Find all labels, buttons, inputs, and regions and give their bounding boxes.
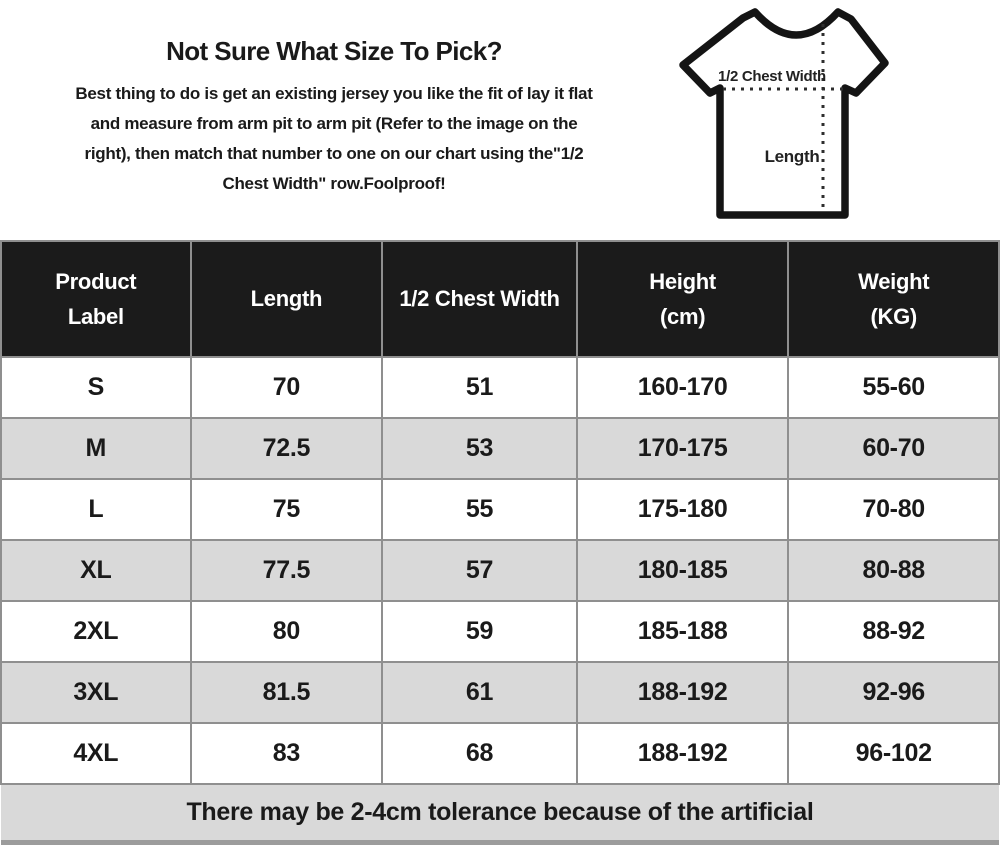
intro-section: Not Sure What Size To Pick? Best thing t… xyxy=(0,36,668,199)
cell-size: S xyxy=(0,356,192,419)
cell-height: 180-185 xyxy=(575,539,790,602)
cell-size: 2XL xyxy=(0,600,192,663)
header-product-label: Product Label xyxy=(0,240,192,358)
cell-length: 77.5 xyxy=(189,539,384,602)
cell-length: 80 xyxy=(189,600,384,663)
cell-size: M xyxy=(0,417,192,480)
header-half-chest-width: 1/2 Chest Width xyxy=(381,240,578,358)
header-weight: Weight (KG) xyxy=(787,240,1000,358)
cell-size: L xyxy=(0,478,192,541)
cell-weight: 70-80 xyxy=(787,478,1000,541)
cell-length: 70 xyxy=(189,356,384,419)
footer-note: There may be 2-4cm tolerance because of … xyxy=(1,783,999,845)
cell-size: 3XL xyxy=(0,661,192,724)
cell-height: 170-175 xyxy=(575,417,790,480)
table-row-4xl: 4XL 83 68 188-192 96-102 xyxy=(0,722,1000,785)
cell-half-chest: 68 xyxy=(381,722,578,785)
cell-half-chest: 51 xyxy=(381,356,578,419)
cell-size: XL xyxy=(0,539,192,602)
cell-weight: 80-88 xyxy=(787,539,1000,602)
tshirt-diagram: 1/2 Chest Width Length xyxy=(655,0,1000,235)
cell-half-chest: 59 xyxy=(381,600,578,663)
cell-height: 160-170 xyxy=(575,356,790,419)
table-row-3xl: 3XL 81.5 61 188-192 92-96 xyxy=(0,661,1000,724)
header-length: Length xyxy=(189,240,384,358)
table-row-2xl: 2XL 80 59 185-188 88-92 xyxy=(0,600,1000,663)
tshirt-icon xyxy=(679,8,889,219)
cell-height: 188-192 xyxy=(575,722,790,785)
table-header-row: Product Label Length 1/2 Chest Width Hei… xyxy=(0,240,1000,358)
chest-width-label: 1/2 Chest Width xyxy=(718,68,826,85)
cell-length: 72.5 xyxy=(189,417,384,480)
cell-size: 4XL xyxy=(0,722,192,785)
table-row-l: L 75 55 175-180 70-80 xyxy=(0,478,1000,541)
intro-line-3: right), then match that number to one on… xyxy=(84,144,584,163)
cell-length: 81.5 xyxy=(189,661,384,724)
intro-paragraph: Best thing to do is get an existing jers… xyxy=(0,79,668,199)
cell-weight: 96-102 xyxy=(787,722,1000,785)
intro-line-2: and measure from arm pit to arm pit (Ref… xyxy=(90,114,578,133)
cell-weight: 92-96 xyxy=(787,661,1000,724)
header-height: Height (cm) xyxy=(575,240,790,358)
intro-line-4: Chest Width" row.Foolproof! xyxy=(222,174,446,193)
cell-weight: 55-60 xyxy=(787,356,1000,419)
size-table: Product Label Length 1/2 Chest Width Hei… xyxy=(0,240,1000,845)
cell-half-chest: 55 xyxy=(381,478,578,541)
cell-half-chest: 61 xyxy=(381,661,578,724)
cell-length: 83 xyxy=(189,722,384,785)
cell-weight: 88-92 xyxy=(787,600,1000,663)
page-title: Not Sure What Size To Pick? xyxy=(166,36,502,66)
cell-height: 175-180 xyxy=(575,478,790,541)
table-footer-row: There may be 2-4cm tolerance because of … xyxy=(1,783,999,845)
table-row-xl: XL 77.5 57 180-185 80-88 xyxy=(0,539,1000,602)
table-row-m: M 72.5 53 170-175 60-70 xyxy=(0,417,1000,480)
cell-height: 188-192 xyxy=(575,661,790,724)
cell-height: 185-188 xyxy=(575,600,790,663)
table-row-s: S 70 51 160-170 55-60 xyxy=(0,356,1000,419)
cell-half-chest: 53 xyxy=(381,417,578,480)
cell-weight: 60-70 xyxy=(787,417,1000,480)
intro-line-1: Best thing to do is get an existing jers… xyxy=(75,84,593,103)
length-label: Length xyxy=(765,147,820,166)
cell-half-chest: 57 xyxy=(381,539,578,602)
cell-length: 75 xyxy=(189,478,384,541)
